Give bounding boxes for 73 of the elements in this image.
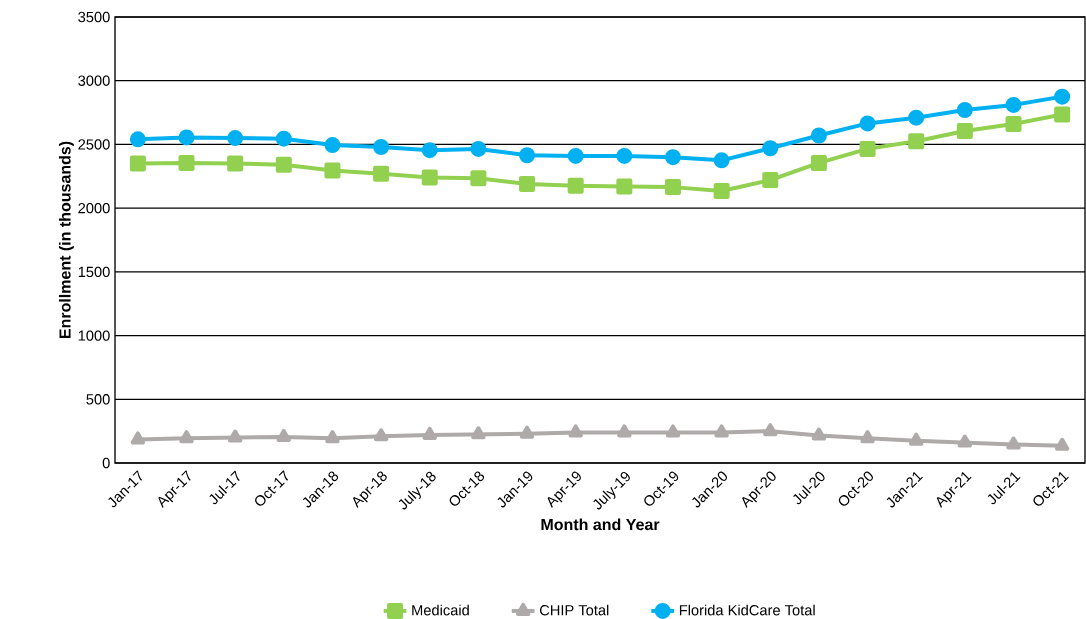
point — [130, 431, 146, 445]
point — [178, 154, 195, 171]
point — [325, 430, 340, 444]
point — [567, 147, 584, 164]
point — [227, 130, 244, 147]
point — [956, 123, 973, 140]
point — [1054, 437, 1070, 451]
point — [421, 142, 438, 159]
point — [227, 155, 244, 172]
point — [519, 425, 535, 439]
point — [908, 109, 925, 126]
point — [616, 178, 633, 195]
point — [810, 154, 827, 171]
point — [664, 149, 681, 166]
point — [860, 430, 875, 444]
point — [324, 137, 341, 154]
point — [1005, 96, 1022, 113]
point — [568, 424, 583, 438]
y-tick-label: 2000 — [78, 202, 110, 214]
point — [129, 155, 146, 172]
y-tick-label: 3500 — [78, 11, 110, 23]
point — [470, 140, 487, 157]
point — [617, 424, 632, 438]
point — [1005, 116, 1022, 133]
point — [178, 129, 195, 146]
legend-label: Florida KidCare Total — [679, 604, 815, 616]
point — [227, 429, 243, 443]
point — [664, 179, 681, 196]
point — [762, 140, 779, 157]
point — [713, 182, 730, 199]
y-tick-label: 1000 — [78, 330, 110, 341]
point — [956, 102, 973, 119]
point — [129, 131, 146, 148]
point — [519, 175, 536, 192]
point — [1006, 436, 1021, 450]
y-tick-label: 3000 — [78, 75, 110, 86]
point — [957, 434, 973, 448]
point — [665, 424, 681, 438]
point — [908, 133, 925, 150]
point — [275, 156, 292, 173]
x-axis-title: Month and Year — [541, 518, 660, 531]
point — [422, 426, 437, 440]
point — [1054, 88, 1071, 105]
point — [713, 152, 730, 169]
point — [859, 140, 876, 157]
point — [470, 170, 487, 187]
point — [811, 427, 827, 441]
point — [714, 424, 729, 438]
point — [859, 115, 876, 132]
point — [373, 165, 390, 182]
point — [471, 426, 486, 440]
point — [519, 147, 536, 164]
point — [373, 138, 390, 155]
y-tick-label: 1500 — [78, 266, 110, 278]
point — [1054, 106, 1071, 123]
point — [616, 147, 633, 164]
y-tick-label: 500 — [86, 394, 110, 405]
point — [421, 169, 438, 186]
point — [567, 177, 584, 194]
point — [763, 423, 778, 437]
point — [275, 130, 292, 147]
y-axis-title: Enrollment (in thousands) — [58, 141, 74, 339]
legend-label: CHIP Total — [539, 604, 609, 616]
point — [276, 428, 291, 442]
point — [810, 127, 827, 144]
y-tick-label: 2500 — [78, 139, 110, 150]
point — [324, 162, 341, 179]
point — [909, 432, 924, 446]
y-tick-label: 0 — [102, 457, 110, 469]
point — [179, 430, 194, 444]
legend-label: Medicaid — [412, 604, 469, 616]
point — [373, 428, 389, 442]
point — [762, 172, 779, 189]
